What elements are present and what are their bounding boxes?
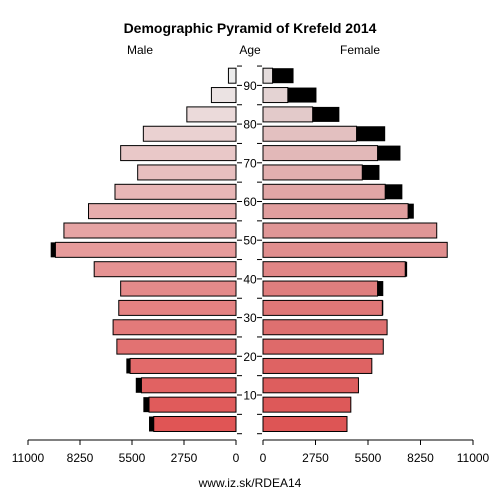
male-bar-5-9 xyxy=(148,396,237,413)
female-excess-bar-80-84 xyxy=(312,106,340,122)
age-tick-label: 10 xyxy=(243,389,257,403)
female-bar-40-44 xyxy=(262,261,406,278)
male-excess-bar-15-19 xyxy=(126,358,131,374)
age-label: Age xyxy=(239,43,261,57)
age-tick-label: 40 xyxy=(243,272,257,286)
female-bar-45-49 xyxy=(262,241,448,258)
female-bar-30-34 xyxy=(262,299,383,316)
female-bar-75-79 xyxy=(262,125,358,142)
female-bar-80-84 xyxy=(262,106,314,123)
x-tick-label-right: 11000 xyxy=(457,451,490,465)
x-tick-label-right: 5500 xyxy=(355,451,382,465)
age-tick-label: 60 xyxy=(243,195,257,209)
female-bar-85-89 xyxy=(262,87,289,104)
source-label: www.iz.sk/RDEA14 xyxy=(198,476,302,490)
age-tick-label: 30 xyxy=(243,311,257,325)
x-tick-label-right: 2750 xyxy=(302,451,329,465)
male-bar-85-89 xyxy=(210,87,237,104)
x-tick-label-right: 8250 xyxy=(407,451,434,465)
age-tick-label: 80 xyxy=(243,118,257,132)
female-bar-55-59 xyxy=(262,203,409,220)
female-bar-5-9 xyxy=(262,396,352,413)
male-bar-20-24 xyxy=(116,338,237,355)
female-excess-bar-30-34 xyxy=(382,300,384,316)
male-bar-80-84 xyxy=(186,106,237,123)
male-bar-65-69 xyxy=(137,164,237,181)
female-bar-35-39 xyxy=(262,280,379,297)
female-excess-bar-55-59 xyxy=(408,203,414,219)
female-excess-bar-70-74 xyxy=(377,145,401,161)
age-tick-label: 90 xyxy=(243,79,257,93)
female-excess-bar-85-89 xyxy=(287,87,317,103)
male-bar-0-4 xyxy=(153,416,237,432)
bars-group xyxy=(50,67,448,432)
female-excess-bar-90+ xyxy=(272,68,294,84)
female-excess-bar-65-69 xyxy=(362,164,380,180)
age-tick-label: 20 xyxy=(243,350,257,364)
female-bar-70-74 xyxy=(262,145,379,162)
male-excess-bar-10-14 xyxy=(135,377,142,393)
male-bar-75-79 xyxy=(142,125,237,142)
female-excess-bar-60-64 xyxy=(385,184,403,200)
chart-title: Demographic Pyramid of Krefeld 2014 xyxy=(124,20,377,36)
male-bar-10-14 xyxy=(140,377,237,394)
male-bar-40-44 xyxy=(93,261,237,278)
male-bar-70-74 xyxy=(120,145,237,162)
female-excess-bar-75-79 xyxy=(356,126,386,142)
male-bar-60-64 xyxy=(114,183,237,200)
axes-group: 11000 8250 5500 2750 0 0 2750 5500 8250 11000 10 20… xyxy=(12,65,490,465)
x-tick-label-left: 2750 xyxy=(171,451,198,465)
female-excess-bar-35-39 xyxy=(377,281,384,297)
female-bar-15-19 xyxy=(262,357,373,374)
x-tick-label-left: 11000 xyxy=(12,451,45,465)
male-excess-bar-0-4 xyxy=(149,416,154,432)
male-bar-50-54 xyxy=(63,222,237,239)
female-bar-10-14 xyxy=(262,377,359,394)
male-bar-35-39 xyxy=(120,280,237,297)
x-tick-label-left: 5500 xyxy=(119,451,146,465)
female-bar-90+ xyxy=(262,67,274,84)
female-bar-50-54 xyxy=(262,222,438,239)
male-bar-30-34 xyxy=(118,299,237,316)
x-tick-label-left: 0 xyxy=(233,451,240,465)
female-label: Female xyxy=(340,43,380,57)
female-bar-65-69 xyxy=(262,164,363,181)
male-bar-55-59 xyxy=(88,203,237,220)
male-excess-bar-45-49 xyxy=(50,242,56,258)
age-tick-label: 50 xyxy=(243,234,257,248)
male-bar-90+ xyxy=(227,67,237,84)
male-excess-bar-5-9 xyxy=(143,397,150,413)
female-bar-25-29 xyxy=(262,319,388,336)
female-excess-bar-40-44 xyxy=(405,261,408,277)
male-bar-45-49 xyxy=(54,241,237,258)
age-tick-label: 70 xyxy=(243,156,257,170)
x-tick-label-right: 0 xyxy=(260,451,267,465)
female-bar-0-4 xyxy=(262,416,348,432)
x-tick-label-left: 8250 xyxy=(67,451,94,465)
female-bar-20-24 xyxy=(262,338,384,355)
female-bar-60-64 xyxy=(262,183,386,200)
male-bar-25-29 xyxy=(112,319,237,336)
male-bar-15-19 xyxy=(129,357,237,374)
male-label: Male xyxy=(127,43,153,57)
